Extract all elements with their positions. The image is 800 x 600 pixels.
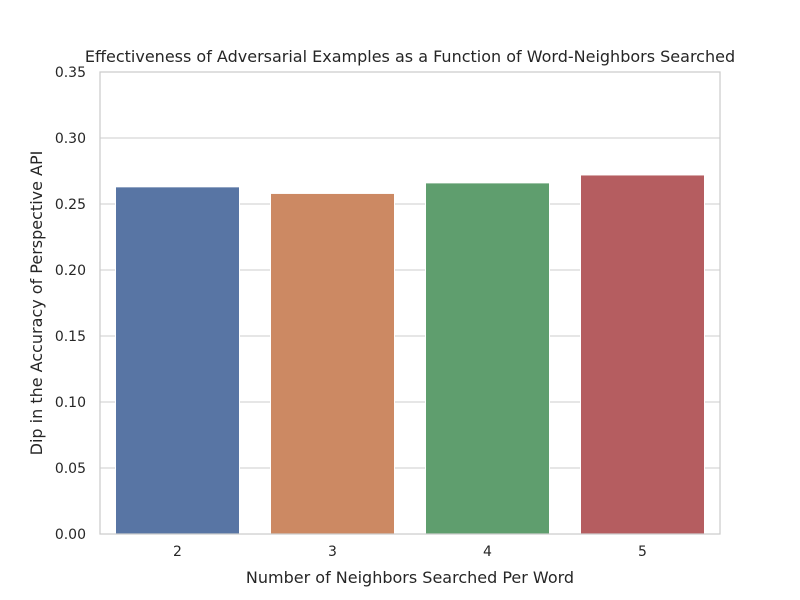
y-tick-label: 0.10 [55,395,86,411]
y-tick-label: 0.15 [55,329,86,345]
plot-frame [99,71,721,535]
x-tick-labels: 2 3 4 5 [173,544,647,560]
y-tick-label: 0.05 [55,461,86,477]
y-tick-label: 0.35 [55,65,86,81]
y-tick-label: 0.25 [55,197,86,213]
bars [115,174,705,535]
y-axis-label: Dip in the Accuracy of Perspective API [27,151,46,456]
x-tick-label: 2 [173,544,182,560]
x-tick-label: 5 [638,544,647,560]
y-tick-label: 0.00 [55,527,86,543]
bar-3 [270,192,395,535]
x-tick-label: 3 [328,544,337,560]
chart-title: Effectiveness of Adversarial Examples as… [85,47,735,66]
y-tick-labels: 0.00 0.05 0.10 0.15 0.20 0.25 0.30 0.35 [55,65,86,543]
x-axis-label: Number of Neighbors Searched Per Word [246,568,574,587]
y-tick-label: 0.20 [55,263,86,279]
x-tick-label: 4 [483,544,492,560]
y-tick-label: 0.30 [55,131,86,147]
bar-2 [115,186,240,535]
bar-4 [425,182,550,535]
bar-5 [580,174,705,535]
